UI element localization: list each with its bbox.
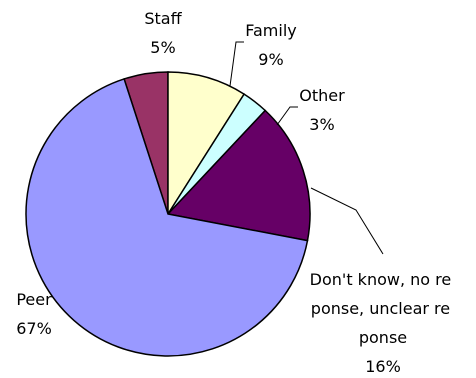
label-peer-percent: 67% bbox=[16, 319, 52, 338]
label-family-name: Family bbox=[245, 21, 296, 40]
label-staff-name: Staff bbox=[144, 9, 182, 28]
label-staff-percent: 5% bbox=[150, 38, 175, 57]
leader-lines bbox=[229, 41, 384, 255]
leader-line-dont-know bbox=[310, 187, 384, 255]
label-dont-know-line-1: Don't know, no re bbox=[310, 270, 452, 289]
label-other-percent: 3% bbox=[309, 115, 334, 134]
leader-line-other bbox=[276, 106, 298, 126]
label-dont-know-line-3: ponse bbox=[359, 328, 407, 347]
pie-slice-don-t-know-no-response-unclear-response bbox=[166, 109, 311, 242]
pie-slices bbox=[25, 71, 311, 357]
pie-slice-family bbox=[167, 71, 246, 217]
label-dont-know-name: Don't know, no re ponse, unclear re pons… bbox=[310, 270, 457, 347]
slice-labels: Staff 5% Family 9% Other 3% Don't know, … bbox=[16, 9, 457, 376]
label-dont-know-line-2: ponse, unclear re bbox=[311, 299, 450, 318]
label-peer-name: Peer bbox=[16, 290, 52, 309]
label-family-percent: 9% bbox=[258, 50, 283, 69]
label-dont-know-percent: 16% bbox=[365, 357, 401, 376]
pie-slice-peer bbox=[25, 78, 309, 357]
label-other-name: Other bbox=[299, 86, 345, 105]
leader-line-family bbox=[229, 41, 244, 87]
